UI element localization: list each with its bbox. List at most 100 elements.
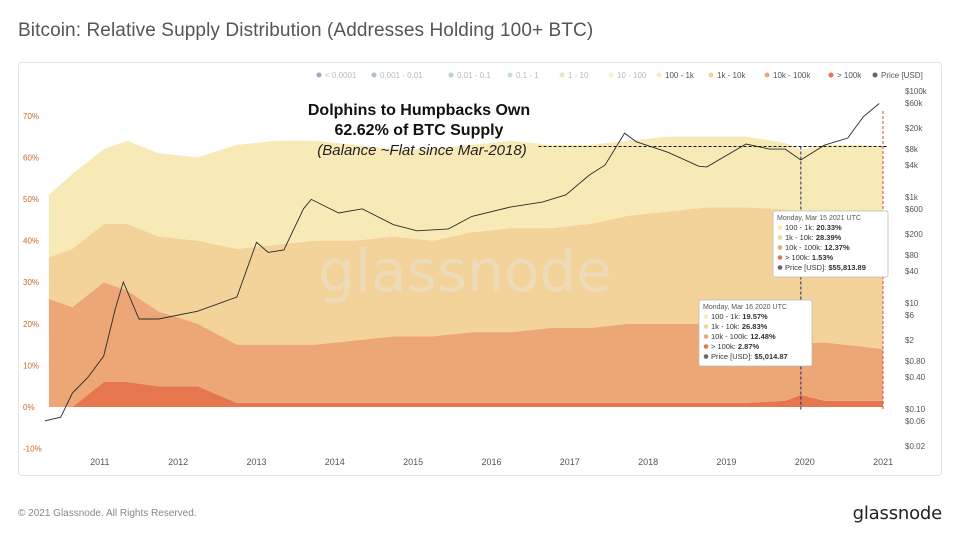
- y-left-tick: 50%: [23, 195, 39, 204]
- legend-label: 10 - 100: [617, 71, 647, 80]
- legend-item-8: 10k - 100k: [764, 71, 811, 80]
- watermark: glassnode: [318, 237, 612, 305]
- tooltip-row-label: 10k - 100k:: [711, 332, 750, 341]
- tooltip-row-value: 28.39%: [816, 233, 842, 242]
- y-left-tick: 20%: [23, 320, 39, 329]
- legend-label: > 100k: [837, 71, 862, 80]
- y-left-tick: -10%: [23, 445, 42, 454]
- tooltip-row-label: 1k - 10k:: [785, 233, 816, 242]
- tooltip-row-value: 19.57%: [742, 312, 768, 321]
- x-tick: 2012: [168, 457, 188, 467]
- y-right-tick: $0.02: [905, 442, 926, 451]
- y-left-tick: 30%: [23, 278, 39, 287]
- tooltip-box: [772, 210, 889, 278]
- x-tick: 2020: [795, 457, 815, 467]
- legend-label: 1k - 10k: [717, 71, 746, 80]
- y-right-tick: $40: [905, 267, 919, 276]
- tooltip-row-value: $55,813.89: [828, 263, 866, 272]
- area-10k-100k: [48, 282, 884, 407]
- x-tick: 2013: [246, 457, 266, 467]
- legend-item-10: Price [USD]: [872, 71, 923, 80]
- tooltip-row: 1k - 10k: 26.83%: [711, 322, 768, 331]
- y-right-tick: $0.06: [905, 417, 926, 426]
- tooltip-row: > 100k: 2.87%: [711, 342, 760, 351]
- legend-item-3: 0.1 - 1: [507, 71, 539, 80]
- legend-dot: [316, 72, 322, 78]
- legend-label: 0.1 - 1: [516, 71, 539, 80]
- tooltip-row: 100 - 1k: 19.57%: [711, 312, 768, 321]
- legend-label: 0.001 - 0.01: [380, 71, 423, 80]
- legend-dot: [764, 72, 770, 78]
- legend-dot: [656, 72, 662, 78]
- tooltip-row: > 100k: 1.53%: [785, 253, 834, 262]
- tooltip-swatch: [703, 314, 709, 319]
- legend-label: < 0.0001: [325, 71, 357, 80]
- tooltip-row-value: 12.37%: [824, 243, 850, 252]
- legend-label: 0.01 - 0.1: [457, 71, 491, 80]
- legend-dot: [872, 72, 878, 78]
- legend-item-1: 0.001 - 0.01: [371, 71, 423, 80]
- y-right-tick: $0.10: [905, 405, 926, 414]
- tooltip-swatch: [777, 265, 783, 270]
- legend-item-2: 0.01 - 0.1: [448, 71, 491, 80]
- tooltip-row-label: Price [USD]:: [785, 263, 828, 272]
- tooltip-row-label: 1k - 10k:: [711, 322, 742, 331]
- legend-item-0: < 0.0001: [316, 71, 357, 80]
- tooltip-row: Price [USD]: $5,014.87: [711, 352, 788, 361]
- legend-label: 1 - 10: [568, 71, 589, 80]
- legend-dot: [828, 72, 834, 78]
- y-left-tick: 60%: [23, 153, 39, 162]
- tooltip-swatch: [703, 344, 709, 349]
- y-right-tick: $20k: [905, 124, 923, 133]
- x-tick: 2021: [873, 457, 893, 467]
- legend-item-7: 1k - 10k: [708, 71, 746, 80]
- tooltip-swatch: [777, 245, 783, 250]
- tooltip-row-label: > 100k:: [711, 342, 738, 351]
- tooltip-row: 1k - 10k: 28.39%: [785, 233, 842, 242]
- x-tick: 2015: [403, 457, 423, 467]
- legend-dot: [448, 72, 454, 78]
- legend-dot: [371, 72, 377, 78]
- annotation-line-2: 62.62% of BTC Supply: [335, 122, 504, 139]
- tooltip-swatch: [777, 225, 783, 230]
- tooltip-date: Monday, Mar 16 2020 UTC: [703, 304, 787, 311]
- supply-distribution-chart: < 0.0001 0.001 - 0.01 0.01 - 0.1 0.1 - 1 1 -…: [23, 71, 928, 467]
- tooltip-row-value: 26.83%: [742, 322, 768, 331]
- x-tick: 2019: [716, 457, 736, 467]
- tooltip-swatch: [703, 324, 709, 329]
- legend-dot: [559, 72, 565, 78]
- tooltip-row-value: $5,014.87: [754, 352, 787, 361]
- legend-item-9: > 100k: [828, 71, 862, 80]
- annotation-line-1: Dolphins to Humpbacks Own: [308, 102, 530, 119]
- x-tick: 2018: [638, 457, 658, 467]
- tooltip-date: Monday, Mar 15 2021 UTC: [777, 215, 861, 222]
- glassnode-logo[interactable]: glassnode: [852, 503, 943, 524]
- tooltip-row: 10k - 100k: 12.37%: [785, 243, 850, 252]
- tooltip-row-value: 20.33%: [816, 223, 842, 232]
- legend-dot: [708, 72, 714, 78]
- y-right-tick: $0.80: [905, 357, 926, 366]
- legend-item-6: 100 - 1k: [656, 71, 695, 80]
- area-100-1k: [48, 136, 884, 258]
- legend-label: 100 - 1k: [665, 71, 695, 80]
- tooltip-swatch: [777, 235, 783, 240]
- x-tick: 2017: [560, 457, 580, 467]
- tooltip-swatch: [777, 255, 783, 260]
- y-right-tick: $100k: [905, 87, 928, 96]
- page-title: Bitcoin: Relative Supply Distribution (A…: [18, 20, 594, 41]
- legend-dot: [507, 72, 513, 78]
- price-line: [44, 103, 880, 422]
- legend-label: Price [USD]: [881, 71, 923, 80]
- legend-item-4: 1 - 10: [559, 71, 589, 80]
- tooltip-row-label: 10k - 100k:: [785, 243, 824, 252]
- legend-dot: [608, 72, 614, 78]
- tooltip-row-value: 2.87%: [738, 342, 760, 351]
- tooltip-row-label: 100 - 1k:: [711, 312, 742, 321]
- tooltip-row-value: 12.48%: [750, 332, 776, 341]
- annotation-line-3: (Balance ~Flat since Mar-2018): [317, 142, 526, 159]
- tooltip-row-value: 1.53%: [812, 253, 834, 262]
- tooltip-row-label: Price [USD]:: [711, 352, 754, 361]
- tooltip-row-label: > 100k:: [785, 253, 812, 262]
- y-right-tick: $8k: [905, 145, 919, 154]
